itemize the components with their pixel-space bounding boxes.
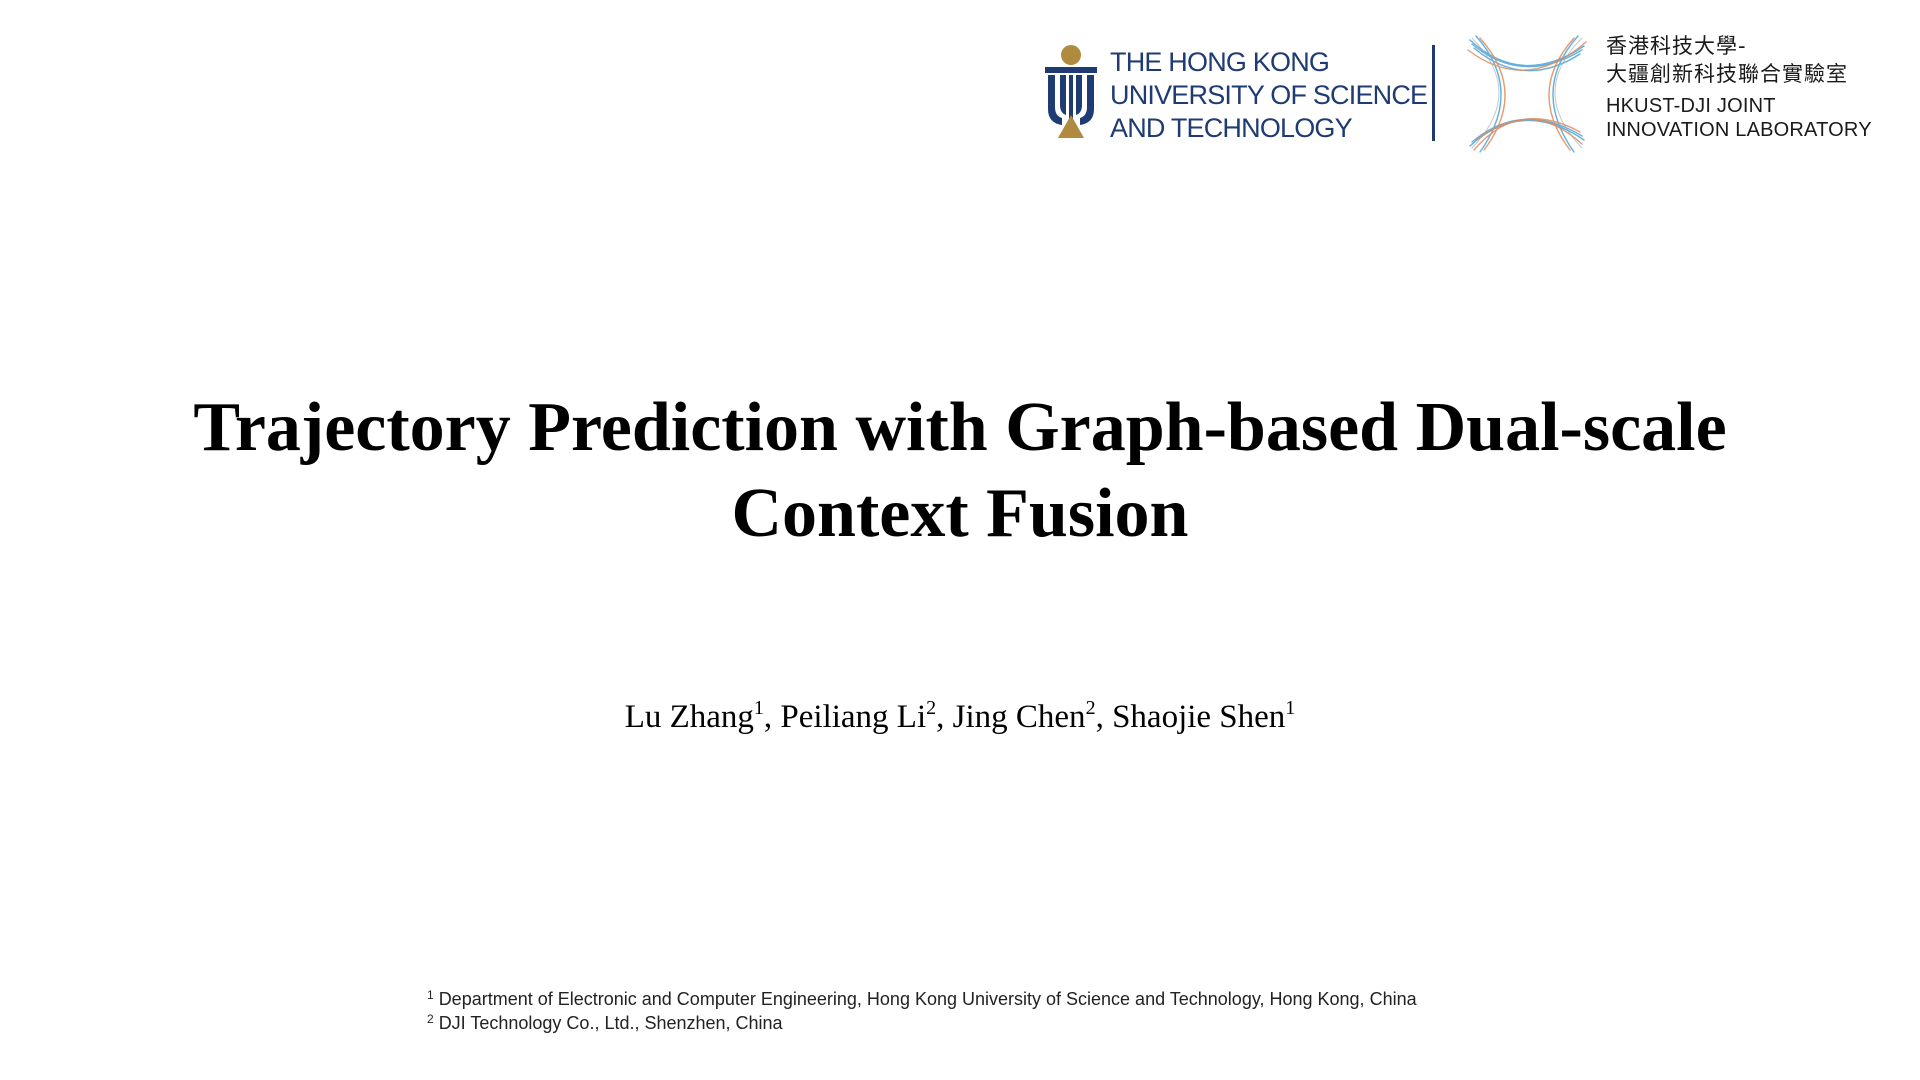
logo-divider [1432, 45, 1435, 141]
footnote-text: DJI Technology Co., Ltd., Shenzhen, Chin… [438, 1013, 783, 1033]
author-affiliation-mark: 1 [1285, 697, 1296, 719]
hkust-name: THE HONG KONG UNIVERSITY OF SCIENCE AND … [1110, 46, 1428, 145]
dji-lab-name-cn-line-1: 香港科技大學- [1606, 34, 1747, 58]
footnote-mark: 2 [427, 1012, 434, 1026]
author-name: Lu Zhang [624, 699, 754, 735]
affiliation-footnotes: 1 Department of Electronic and Computer E… [427, 987, 1417, 1035]
author-name: Jing Chen [952, 699, 1086, 735]
author-affiliation-mark: 2 [926, 697, 937, 719]
slide-title: Trajectory Prediction with Graph-based D… [100, 385, 1820, 557]
footnote: 2 DJI Technology Co., Ltd., Shenzhen, Chi… [427, 1011, 1417, 1035]
dji-lab-name-en-line-2: INNOVATION LABORATORY [1606, 119, 1872, 141]
footnote: 1 Department of Electronic and Computer E… [427, 987, 1417, 1011]
hkust-name-line-1: THE HONG KONG [1110, 47, 1330, 77]
footnote-mark: 1 [427, 988, 434, 1002]
dji-lab-name-en-line-1: HKUST-DJI JOINT [1606, 95, 1776, 117]
author-affiliation-mark: 1 [753, 697, 764, 719]
author-affiliation-mark: 2 [1085, 697, 1096, 719]
author-name: Peiliang Li [780, 699, 927, 735]
slide-title-line-2: Context Fusion [731, 475, 1189, 552]
dji-lab-emblem-icon [1467, 35, 1587, 153]
dji-lab-name: 香港科技大學- 大疆創新科技聯合實驗室 HKUST-DJI JOINT INNO… [1606, 32, 1872, 142]
footnote-text: Department of Electronic and Computer En… [438, 989, 1417, 1009]
dji-lab-name-en: HKUST-DJI JOINT INNOVATION LABORATORY [1606, 94, 1872, 142]
author-name: Shaojie Shen [1112, 699, 1286, 735]
hkust-logo: THE HONG KONG UNIVERSITY OF SCIENCE AND … [1042, 45, 1428, 145]
slide-title-line-1: Trajectory Prediction with Graph-based D… [193, 389, 1727, 466]
dji-lab-name-cn-line-2: 大疆創新科技聯合實驗室 [1606, 62, 1848, 86]
hkust-name-line-2: UNIVERSITY OF SCIENCE [1110, 80, 1428, 110]
hkust-name-line-3: AND TECHNOLOGY [1110, 113, 1353, 143]
hkust-emblem-icon [1045, 45, 1097, 138]
author-list: Lu Zhang1, Peiliang Li2, Jing Chen2, Sha… [624, 697, 1296, 735]
